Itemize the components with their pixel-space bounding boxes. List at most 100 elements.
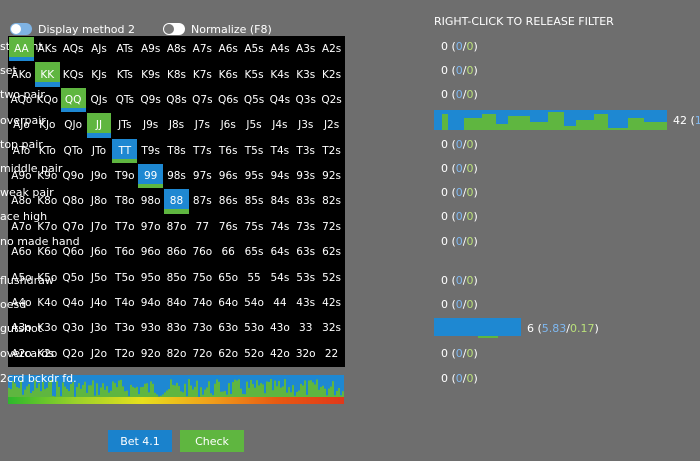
hand-cell-KJs[interactable]: KJs xyxy=(86,62,112,87)
hand-cell-84o[interactable]: 84o xyxy=(164,290,189,316)
hand-cell-86o[interactable]: 86o xyxy=(164,240,189,265)
hand-cell-52s[interactable]: 52s xyxy=(319,265,344,290)
hand-cell-A4s[interactable]: A4s xyxy=(267,37,293,62)
hand-cell-74o[interactable]: 74o xyxy=(189,290,215,316)
hand-cell-72s[interactable]: 72s xyxy=(319,214,344,240)
hand-cell-AJs[interactable]: AJs xyxy=(86,37,112,62)
hand-cell-64s[interactable]: 64s xyxy=(267,240,293,265)
hand-cell-Q5s[interactable]: Q5s xyxy=(241,87,267,113)
hand-cell-A5o[interactable]: A5o xyxy=(9,265,34,290)
hand-cell-AQs[interactable]: AQs xyxy=(60,37,86,62)
hand-cell-42o[interactable]: 42o xyxy=(267,341,293,366)
hand-cell-K3s[interactable]: K3s xyxy=(293,62,319,87)
hand-cell-J5o[interactable]: J5o xyxy=(86,265,112,290)
hand-cell-76o[interactable]: 76o xyxy=(189,240,215,265)
hand-cell-75o[interactable]: 75o xyxy=(189,265,215,290)
hand-cell-83s[interactable]: 83s xyxy=(293,189,319,214)
hand-cell-62o[interactable]: 62o xyxy=(215,341,241,366)
hand-cell-98s[interactable]: 98s xyxy=(164,163,189,189)
hand-cell-K4s[interactable]: K4s xyxy=(267,62,293,87)
hand-cell-J5s[interactable]: J5s xyxy=(241,113,267,138)
hand-cell-88[interactable]: 88 xyxy=(164,189,189,214)
hand-cell-K2o[interactable]: K2o xyxy=(34,341,60,366)
hand-cell-J8s[interactable]: J8s xyxy=(164,113,189,138)
hand-cell-A6s[interactable]: A6s xyxy=(215,37,241,62)
hand-cell-AJo[interactable]: AJo xyxy=(9,113,34,138)
hand-cell-Q8s[interactable]: Q8s xyxy=(164,87,189,113)
hand-cell-32o[interactable]: 32o xyxy=(293,341,319,366)
hand-cell-73s[interactable]: 73s xyxy=(293,214,319,240)
hand-cell-A6o[interactable]: A6o xyxy=(9,240,34,265)
hand-cell-K5s[interactable]: K5s xyxy=(241,62,267,87)
hand-cell-KK[interactable]: KK xyxy=(34,62,60,87)
hand-cell-J6s[interactable]: J6s xyxy=(215,113,241,138)
hand-cell-T7o[interactable]: T7o xyxy=(112,214,138,240)
hand-cell-T2o[interactable]: T2o xyxy=(112,341,138,366)
hand-cell-Q7s[interactable]: Q7s xyxy=(189,87,215,113)
hand-cell-T5s[interactable]: T5s xyxy=(241,138,267,163)
hand-cell-98o[interactable]: 98o xyxy=(138,189,164,214)
hand-cell-K7o[interactable]: K7o xyxy=(34,214,60,240)
hand-cell-Q9s[interactable]: Q9s xyxy=(138,87,164,113)
hand-cell-ATo[interactable]: ATo xyxy=(9,138,34,163)
hand-cell-63o[interactable]: 63o xyxy=(215,316,241,341)
hand-cell-Q9o[interactable]: Q9o xyxy=(60,163,86,189)
hand-cell-KQs[interactable]: KQs xyxy=(60,62,86,87)
hand-cell-T8s[interactable]: T8s xyxy=(164,138,189,163)
hand-cell-Q6s[interactable]: Q6s xyxy=(215,87,241,113)
hand-cell-A7s[interactable]: A7s xyxy=(189,37,215,62)
hand-cell-T6o[interactable]: T6o xyxy=(112,240,138,265)
hand-cell-A3o[interactable]: A3o xyxy=(9,316,34,341)
hand-cell-85s[interactable]: 85s xyxy=(241,189,267,214)
hand-cell-K8o[interactable]: K8o xyxy=(34,189,60,214)
hand-cell-AKo[interactable]: AKo xyxy=(9,62,34,87)
hand-cell-99[interactable]: 99 xyxy=(138,163,164,189)
hand-cell-J4o[interactable]: J4o xyxy=(86,290,112,316)
hand-cell-A9s[interactable]: A9s xyxy=(138,37,164,62)
hand-cell-J7o[interactable]: J7o xyxy=(86,214,112,240)
hand-cell-JJ[interactable]: JJ xyxy=(86,113,112,138)
hand-cell-T3o[interactable]: T3o xyxy=(112,316,138,341)
hand-cell-J8o[interactable]: J8o xyxy=(86,189,112,214)
hand-cell-77[interactable]: 77 xyxy=(189,214,215,240)
hand-cell-A9o[interactable]: A9o xyxy=(9,163,34,189)
hand-cell-JTs[interactable]: JTs xyxy=(112,113,138,138)
hand-cell-T4o[interactable]: T4o xyxy=(112,290,138,316)
hand-cell-92s[interactable]: 92s xyxy=(319,163,344,189)
hand-cell-QJo[interactable]: QJo xyxy=(60,113,86,138)
hand-cell-93o[interactable]: 93o xyxy=(138,316,164,341)
hand-cell-A5s[interactable]: A5s xyxy=(241,37,267,62)
hand-cell-75s[interactable]: 75s xyxy=(241,214,267,240)
hand-cell-J2s[interactable]: J2s xyxy=(319,113,344,138)
hand-cell-J9o[interactable]: J9o xyxy=(86,163,112,189)
hand-cell-KJo[interactable]: KJo xyxy=(34,113,60,138)
display-method-switch[interactable] xyxy=(10,23,32,35)
hand-cell-KTo[interactable]: KTo xyxy=(34,138,60,163)
hand-cell-AKs[interactable]: AKs xyxy=(34,37,60,62)
hand-cell-AA[interactable]: AA xyxy=(9,37,34,62)
hand-cell-J6o[interactable]: J6o xyxy=(86,240,112,265)
hand-cell-Q2o[interactable]: Q2o xyxy=(60,341,86,366)
hand-cell-Q4o[interactable]: Q4o xyxy=(60,290,86,316)
normalize-switch[interactable] xyxy=(163,23,185,35)
hand-cell-T7s[interactable]: T7s xyxy=(189,138,215,163)
hand-cell-86s[interactable]: 86s xyxy=(215,189,241,214)
hand-cell-K8s[interactable]: K8s xyxy=(164,62,189,87)
check-button[interactable]: Check xyxy=(180,430,244,452)
hand-cell-K9s[interactable]: K9s xyxy=(138,62,164,87)
normalize-toggle[interactable]: Normalize (F8) xyxy=(163,22,272,36)
hand-cell-65o[interactable]: 65o xyxy=(215,265,241,290)
hand-cell-J2o[interactable]: J2o xyxy=(86,341,112,366)
hand-cell-T6s[interactable]: T6s xyxy=(215,138,241,163)
hand-cell-Q6o[interactable]: Q6o xyxy=(60,240,86,265)
hand-cell-53o[interactable]: 53o xyxy=(241,316,267,341)
hand-cell-72o[interactable]: 72o xyxy=(189,341,215,366)
hand-cell-73o[interactable]: 73o xyxy=(189,316,215,341)
hand-cell-K3o[interactable]: K3o xyxy=(34,316,60,341)
hand-cell-QJs[interactable]: QJs xyxy=(86,87,112,113)
hand-cell-42s[interactable]: 42s xyxy=(319,290,344,316)
hand-cell-64o[interactable]: 64o xyxy=(215,290,241,316)
hand-cell-52o[interactable]: 52o xyxy=(241,341,267,366)
hand-cell-87s[interactable]: 87s xyxy=(189,189,215,214)
hand-cell-A2s[interactable]: A2s xyxy=(319,37,344,62)
